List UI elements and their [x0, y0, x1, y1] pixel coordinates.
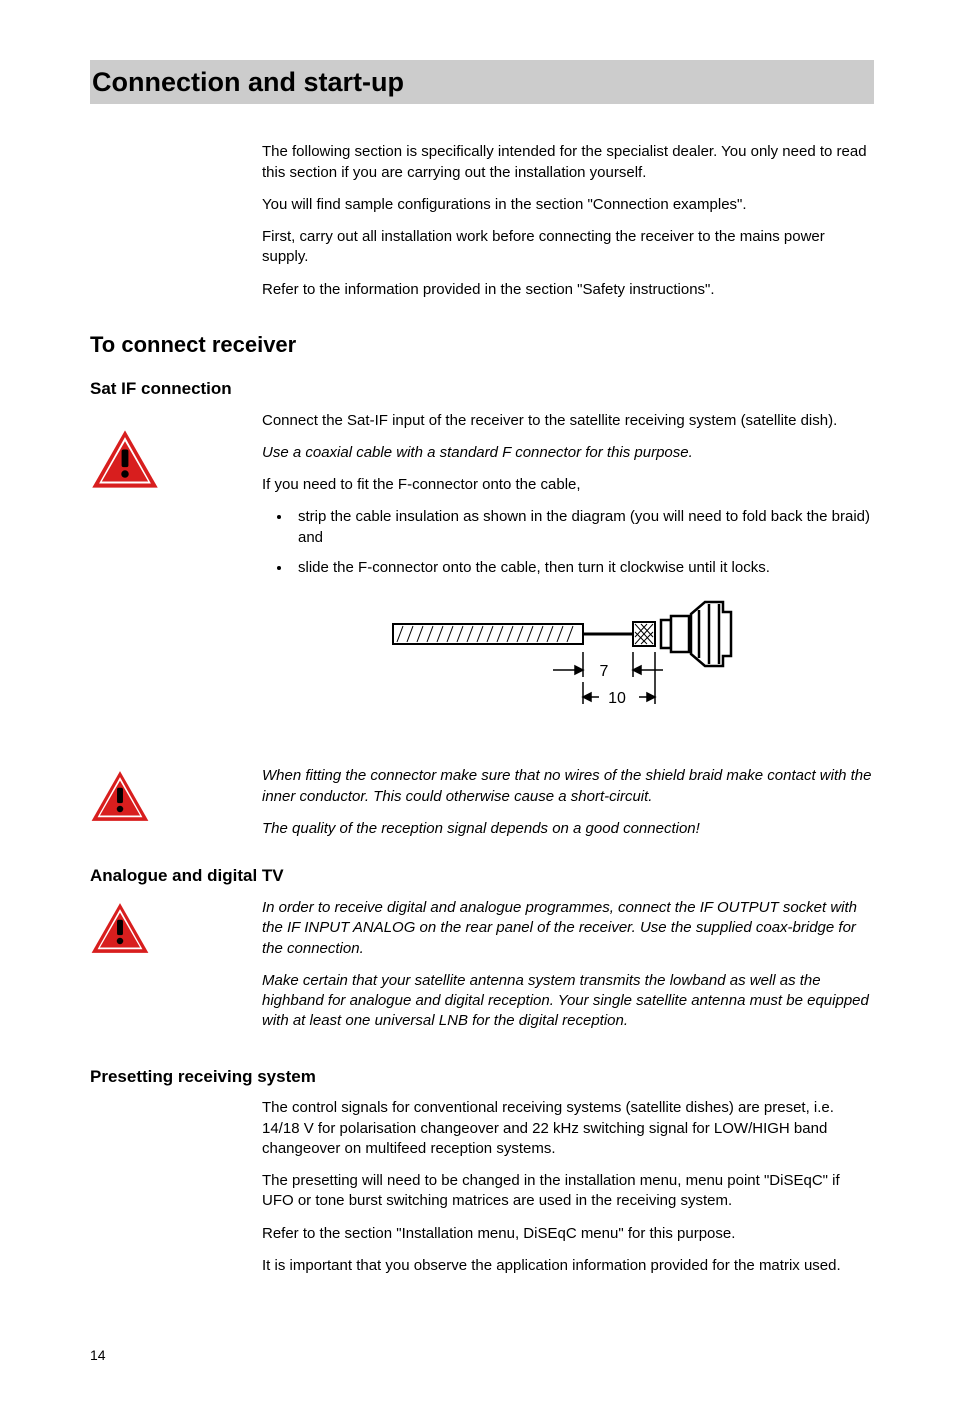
section-heading-connect: To connect receiver	[90, 330, 874, 360]
warning-icon	[90, 429, 160, 489]
page-title: Connection and start-up	[92, 67, 404, 97]
preset-p1: The control signals for conventional rec…	[262, 1098, 874, 1159]
icon-column	[90, 411, 262, 495]
satif-text: Connect the Sat-IF input of the receiver…	[262, 411, 874, 759]
adtv-p1: In order to receive digital and analogue…	[262, 898, 874, 959]
diagram-dim-7: 7	[600, 663, 609, 680]
satif-note-text: When fitting the connector make sure tha…	[262, 766, 874, 851]
adtv-p2: Make certain that your satellite antenna…	[262, 971, 874, 1032]
intro-p1: The following section is specifically in…	[262, 142, 874, 183]
subsection-heading-satif: Sat IF connection	[90, 378, 874, 401]
preset-p2: The presetting will need to be changed i…	[262, 1171, 874, 1212]
satif-p2: Use a coaxial cable with a standard F co…	[262, 443, 874, 463]
preset-p4: It is important that you observe the app…	[262, 1256, 874, 1276]
intro-p3: First, carry out all installation work b…	[262, 227, 874, 268]
warning-icon	[90, 770, 150, 822]
subsection-heading-adtv: Analogue and digital TV	[90, 865, 874, 888]
page-number: 14	[90, 1346, 874, 1365]
intro-p4: Refer to the information provided in the…	[262, 280, 874, 300]
satif-note-row: When fitting the connector make sure tha…	[90, 766, 874, 851]
warning-icon	[90, 902, 150, 954]
icon-column	[90, 766, 262, 828]
satif-row: Connect the Sat-IF input of the receiver…	[90, 411, 874, 759]
cable-diagram: 7 10	[383, 592, 753, 722]
adtv-row: In order to receive digital and analogue…	[90, 898, 874, 1044]
satif-bullet-1: strip the cable insulation as shown in t…	[292, 507, 874, 548]
diagram-dim-10: 10	[608, 690, 626, 707]
adtv-text: In order to receive digital and analogue…	[262, 898, 874, 1044]
satif-p1: Connect the Sat-IF input of the receiver…	[262, 411, 874, 431]
subsection-heading-preset: Presetting receiving system	[90, 1066, 874, 1089]
preset-p3: Refer to the section "Installation menu,…	[262, 1224, 874, 1244]
icon-column	[90, 898, 262, 960]
satif-note2: The quality of the reception signal depe…	[262, 819, 874, 839]
intro-block: The following section is specifically in…	[262, 142, 874, 300]
satif-bullet-2: slide the F-connector onto the cable, th…	[292, 558, 874, 578]
preset-block: The control signals for conventional rec…	[262, 1098, 874, 1276]
satif-p3: If you need to fit the F-connector onto …	[262, 475, 874, 495]
cable-diagram-wrap: 7 10	[262, 592, 874, 728]
intro-p2: You will find sample configurations in t…	[262, 195, 874, 215]
satif-bullets: strip the cable insulation as shown in t…	[262, 507, 874, 578]
satif-note1: When fitting the connector make sure tha…	[262, 766, 874, 807]
page-title-bar: Connection and start-up	[90, 60, 874, 104]
